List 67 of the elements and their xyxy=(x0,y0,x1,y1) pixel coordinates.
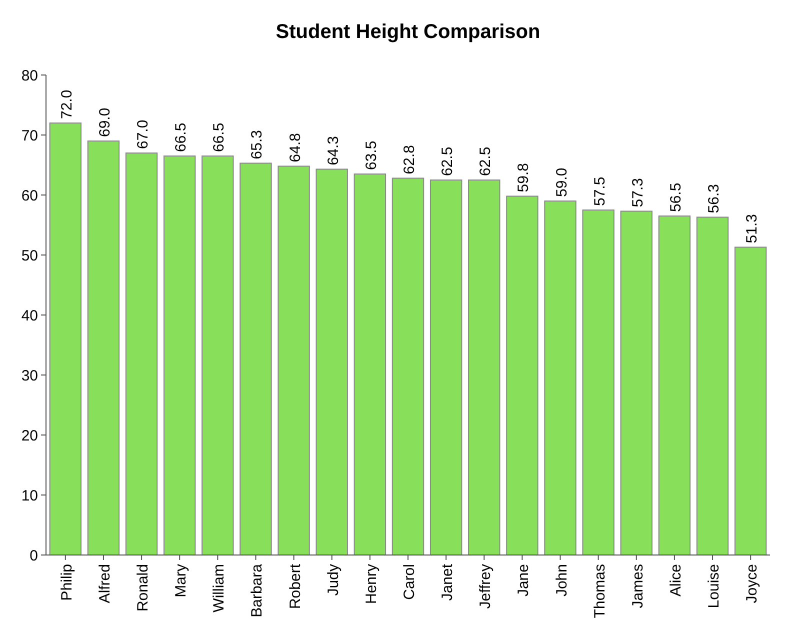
x-tick-label: Janet xyxy=(439,563,456,601)
y-tick-label: 20 xyxy=(21,427,38,444)
x-tick-label: James xyxy=(629,564,646,608)
bar xyxy=(240,162,272,556)
data-label: 66.5 xyxy=(210,122,228,152)
bar xyxy=(734,246,767,556)
data-label: 56.5 xyxy=(667,182,684,212)
data-label: 64.3 xyxy=(324,136,342,166)
data-label: 62.8 xyxy=(401,144,418,174)
bar xyxy=(468,180,500,556)
bar xyxy=(164,156,196,556)
bar xyxy=(202,156,234,556)
x-tick-label: Louise xyxy=(706,564,723,608)
data-label: 69.0 xyxy=(96,108,114,137)
bar xyxy=(49,122,82,556)
data-label: 72.0 xyxy=(58,90,76,119)
bar xyxy=(620,210,652,556)
x-tick-label: Philip xyxy=(58,564,76,601)
data-label: 51.3 xyxy=(744,214,761,244)
bar xyxy=(125,152,158,556)
data-label: 57.5 xyxy=(591,176,608,206)
bar xyxy=(696,216,729,556)
data-label: 62.5 xyxy=(477,146,494,176)
y-tick-label: 30 xyxy=(21,367,38,384)
x-tick-label: William xyxy=(210,564,228,612)
y-tick-label: 10 xyxy=(21,487,38,504)
data-label: 63.5 xyxy=(362,140,380,170)
data-label: 57.3 xyxy=(629,178,646,208)
data-label: 62.5 xyxy=(439,146,456,176)
bar xyxy=(582,210,614,556)
x-tick-label: Jane xyxy=(515,564,532,597)
x-tick-label: Alice xyxy=(667,564,684,597)
y-tick-label: 50 xyxy=(21,247,38,264)
x-tick-label: Thomas xyxy=(591,564,608,618)
bar xyxy=(392,178,424,556)
y-tick-label: 80 xyxy=(21,67,38,84)
y-tick-label: 40 xyxy=(21,307,38,324)
x-tick-label: John xyxy=(553,564,570,597)
data-label: 59.8 xyxy=(515,162,532,192)
bar xyxy=(544,200,576,556)
y-tick-label: 70 xyxy=(21,127,38,144)
x-tick-label: Alfred xyxy=(96,564,114,604)
bar xyxy=(278,166,310,556)
x-tick-label: Barbara xyxy=(248,563,266,618)
bar xyxy=(87,140,120,556)
bar xyxy=(506,196,538,556)
data-label: 56.3 xyxy=(706,184,723,214)
x-tick-label: Robert xyxy=(286,563,304,610)
data-label: 66.5 xyxy=(172,122,190,152)
y-tick-label: 60 xyxy=(21,187,38,204)
x-tick-label: Judy xyxy=(324,564,342,596)
data-label: 67.0 xyxy=(134,120,152,149)
bar xyxy=(430,180,462,556)
x-tick-label: Henry xyxy=(362,564,380,604)
data-label: 64.8 xyxy=(286,132,304,162)
x-tick-label: Mary xyxy=(172,564,190,598)
bar xyxy=(316,168,348,556)
bar xyxy=(354,174,386,556)
x-tick-label: Carol xyxy=(401,564,418,600)
data-label: 65.3 xyxy=(248,130,266,160)
x-tick-label: Ronald xyxy=(134,564,152,612)
y-tick-label: 0 xyxy=(30,547,38,564)
bar xyxy=(658,216,691,556)
chart-title: Student Height Comparison xyxy=(276,21,540,43)
data-label: 59.0 xyxy=(553,168,570,197)
x-tick-label: Jeffrey xyxy=(477,564,494,609)
x-tick-label: Joyce xyxy=(744,564,761,604)
